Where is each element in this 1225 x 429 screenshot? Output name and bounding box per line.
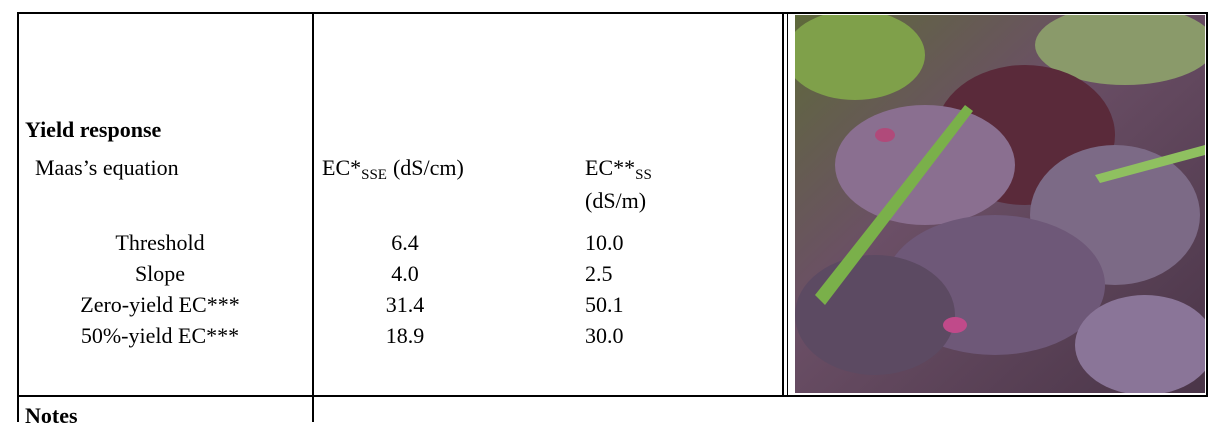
row-label: Zero-yield EC*** [80, 292, 240, 317]
header-unit: (dS/m) [585, 188, 647, 213]
cell: 4.0 [391, 261, 419, 286]
border [17, 395, 1208, 397]
border [17, 12, 19, 422]
header-text: EC* [322, 155, 362, 180]
header-sub: SSE [361, 167, 387, 183]
border [782, 12, 784, 397]
cell: 6.4 [391, 230, 419, 255]
subtitle: Maas’s equation [35, 155, 179, 180]
cell: 50.1 [585, 292, 624, 317]
column-header: EC**SS (dS/m) [585, 155, 652, 214]
section-title: Yield response [25, 117, 162, 142]
cell: 10.0 [585, 230, 624, 255]
border [312, 12, 314, 422]
header-sub: SS [635, 167, 652, 183]
border [787, 12, 788, 397]
notes-label: Notes [25, 403, 78, 428]
cell: 2.5 [585, 261, 613, 286]
border [1206, 12, 1208, 397]
header-unit: (dS/cm) [392, 155, 464, 180]
photo [795, 15, 1205, 393]
row-label: 50%-yield EC*** [80, 323, 240, 348]
row-label: Threshold [115, 230, 205, 255]
header-text: EC** [585, 155, 636, 180]
row-label: Slope [134, 261, 186, 286]
cell: 31.4 [385, 292, 425, 317]
cell: 18.9 [385, 323, 425, 348]
column-header: EC*SSE (dS/cm) [322, 155, 464, 188]
border [17, 12, 1208, 14]
cell: 30.0 [585, 323, 624, 348]
